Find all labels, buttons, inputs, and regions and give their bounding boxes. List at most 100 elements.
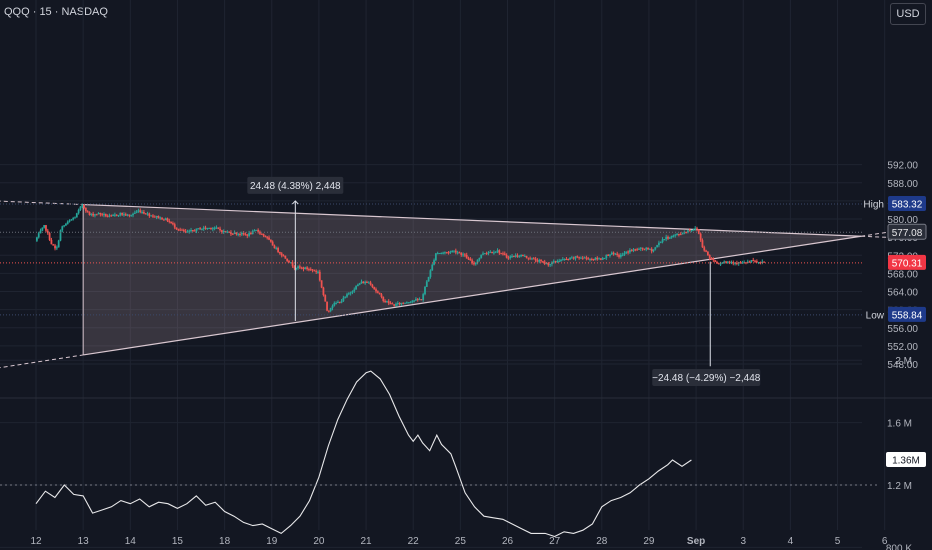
candle-body [681,233,684,235]
candle-body [404,302,406,304]
candle-body [454,250,457,253]
candle-body [580,257,582,259]
candle-body [115,214,118,216]
candle-body [41,227,44,231]
candle-body [696,228,698,230]
candle-body [471,260,474,264]
triangle-fill [83,204,862,355]
candle-body [313,270,316,272]
candle-body [400,302,403,305]
candle-body [113,214,116,216]
candle-body [625,251,628,254]
candle-body [88,211,91,215]
candle-body [503,253,506,255]
candle-body [596,257,599,260]
candle-body [627,251,629,253]
candle-body [378,292,381,295]
candle-body [322,287,325,296]
candle-body [629,250,631,253]
candle-body [393,304,396,306]
candle-body [37,233,40,238]
candle-body [750,260,753,262]
candle-body [395,303,397,306]
candle-body [581,257,584,259]
candle-body [90,213,93,215]
candle-body [266,237,269,239]
candle-body [549,264,552,266]
candle-body [244,234,247,236]
candle-body [531,258,533,260]
candle-body [277,248,279,253]
candle-body [422,294,425,301]
low-label: Low [866,310,885,321]
candle-body [618,254,620,257]
trend-value-label-box [887,223,927,240]
candle-body [132,213,134,216]
x-tick-label: 18 [219,536,231,547]
candle-body [416,298,419,300]
candle-body [679,234,682,236]
y-tick-label: 568.00 [887,269,918,280]
candle-body [110,215,113,217]
candle-body [654,247,657,250]
candle-body [736,262,738,264]
candle-body [570,257,573,259]
candle-body [66,221,69,224]
candle-body [719,263,722,265]
candle-body [128,214,131,216]
candle-body [710,258,713,260]
candle-body [556,261,559,263]
candle-body [540,260,542,262]
candle-body [545,262,548,264]
candle-body [415,298,417,301]
candle-body [222,231,225,233]
candle-body [94,214,96,216]
candle-body [534,258,537,261]
candle-body [326,301,328,311]
candle-body [340,301,343,303]
candle-body [356,284,359,287]
candle-body [170,221,173,224]
candle-body [333,303,336,306]
candle-body [75,213,78,218]
candle-body [168,220,171,222]
candle-body [630,250,633,252]
candle-body [204,227,207,229]
candle-body [391,303,394,305]
candle-body [159,217,162,219]
candle-body [155,216,158,218]
candle-body [398,302,401,305]
volume-tick-label: 1.6 M [887,419,912,430]
x-tick-label: 28 [596,536,608,547]
candle-body [237,234,240,236]
range-up-box [247,176,344,194]
candle-body [444,252,446,254]
candle-body [84,207,87,212]
candle-body [181,229,183,231]
candle-body [643,248,646,250]
candle-body [726,261,729,263]
candle-body [663,239,666,241]
candle-body [130,215,133,217]
candle-body [723,261,726,263]
candle-body [327,310,330,312]
candle-body [297,266,299,269]
volume-current-label: 1.36M [892,456,920,467]
candle-body [565,258,568,260]
candle-body [103,214,105,216]
candle-body [126,214,129,216]
candle-body [674,234,677,236]
candle-body [217,227,220,229]
candle-body [725,261,727,263]
candle-body [648,248,651,250]
x-tick-label: 19 [266,536,278,547]
candle-body [337,301,339,303]
candle-body [603,258,606,260]
candle-body [436,253,439,255]
currency-button[interactable]: USD [890,3,926,25]
candle-body [186,231,189,233]
x-tick-label: 14 [125,536,137,547]
candle-body [697,229,700,234]
candle-body [512,255,515,257]
